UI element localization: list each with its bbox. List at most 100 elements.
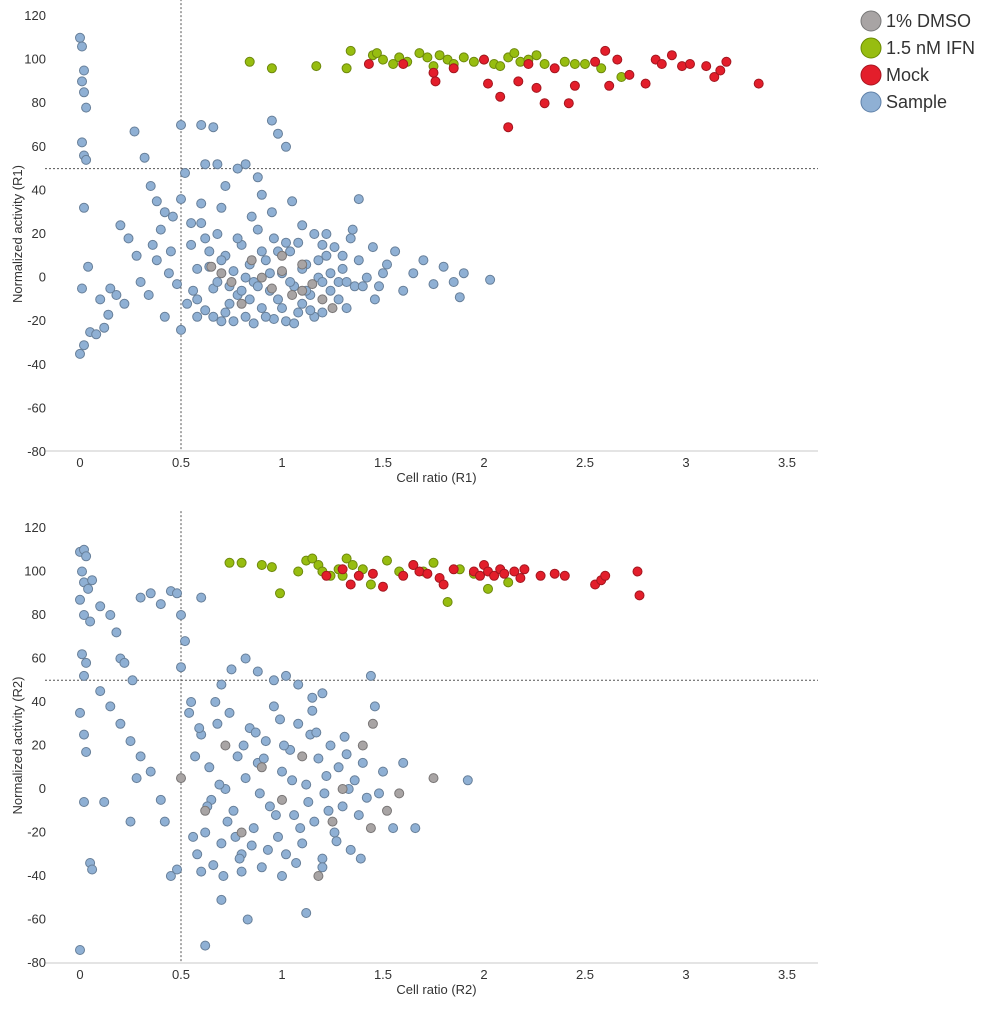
point-sample <box>357 281 368 292</box>
point-sample <box>87 575 98 586</box>
point-1-5-nm-ifn <box>434 50 445 61</box>
point-1-5-nm-ifn <box>503 577 514 588</box>
point-sample <box>192 311 203 322</box>
x-tick-label: 0 <box>76 967 83 982</box>
point-1-5-nm-ifn <box>236 557 247 568</box>
point-sample <box>258 753 269 764</box>
point-sample <box>172 588 182 599</box>
point-sample <box>317 239 328 250</box>
point-mock <box>600 570 611 581</box>
y-tick-label: 20 <box>32 738 46 753</box>
point-sample <box>289 810 300 821</box>
point-sample <box>180 168 190 178</box>
point-sample <box>297 220 308 231</box>
y-tick-label: 100 <box>24 52 46 67</box>
point-sample <box>172 279 182 290</box>
point-sample <box>305 305 316 316</box>
point-1-5-nm-ifn <box>347 560 358 570</box>
point-sample <box>361 272 372 283</box>
point-1-5-nm-ifn <box>422 52 433 63</box>
point-sample <box>194 723 205 734</box>
point-sample <box>238 740 249 751</box>
series-1-5-nm-ifn <box>224 553 514 607</box>
point-sample <box>79 797 89 807</box>
point-sample <box>85 616 96 627</box>
point-mock <box>515 573 526 583</box>
x-tick-label: 2.5 <box>576 455 594 470</box>
point-sample <box>145 588 156 599</box>
point-sample <box>182 298 193 309</box>
point-sample <box>266 115 277 126</box>
point-sample <box>188 285 199 296</box>
point-1-dmso <box>307 279 318 290</box>
point-1-5-nm-ifn <box>345 45 356 56</box>
point-sample <box>458 268 469 279</box>
point-sample <box>79 610 89 620</box>
point-mock <box>549 63 560 74</box>
point-sample <box>79 670 89 681</box>
point-sample <box>127 675 138 686</box>
point-mock <box>378 581 388 592</box>
point-mock <box>612 54 623 65</box>
y-tick-label: -20 <box>27 313 46 328</box>
point-mock <box>398 59 409 69</box>
point-sample <box>301 779 312 790</box>
point-sample <box>155 599 166 610</box>
point-sample <box>95 294 106 305</box>
point-sample <box>165 246 176 257</box>
point-sample <box>264 268 275 279</box>
point-sample <box>337 263 348 274</box>
point-1-dmso <box>277 794 287 805</box>
x-tick-label: 3 <box>682 455 689 470</box>
point-sample <box>75 945 85 955</box>
point-sample <box>454 292 465 303</box>
point-1-5-nm-ifn <box>531 50 542 61</box>
y-tick-label: -40 <box>27 868 46 883</box>
point-sample <box>281 670 291 681</box>
point-sample <box>196 198 207 209</box>
legend-item-sample: Sample <box>860 91 947 113</box>
point-sample <box>240 159 251 170</box>
point-sample <box>260 736 271 747</box>
point-sample <box>240 311 251 322</box>
x-tick-label: 3 <box>682 967 689 982</box>
point-sample <box>321 771 332 781</box>
point-sample <box>105 610 116 620</box>
point-mock <box>590 56 601 67</box>
point-1-dmso <box>394 788 405 799</box>
point-1-dmso <box>313 871 324 881</box>
point-1-5-nm-ifn <box>569 59 580 69</box>
point-1-5-nm-ifn <box>442 597 453 607</box>
point-sample <box>119 298 130 309</box>
point-sample <box>200 305 211 316</box>
point-sample <box>240 653 251 664</box>
point-sample <box>75 594 85 605</box>
point-1-dmso <box>287 290 298 300</box>
point-sample <box>353 194 364 205</box>
point-1-dmso <box>327 816 338 827</box>
point-sample <box>325 268 336 279</box>
point-mock <box>408 560 419 570</box>
point-sample <box>200 940 211 951</box>
point-1-5-nm-ifn <box>266 562 277 573</box>
x-tick-label: 2 <box>480 455 487 470</box>
x-tick-label: 0.5 <box>172 967 190 982</box>
point-sample <box>365 670 376 681</box>
point-sample <box>79 202 89 213</box>
point-sample <box>167 211 178 222</box>
point-sample <box>105 283 116 294</box>
series-1-dmso <box>176 718 439 881</box>
y-tick-label: 40 <box>32 694 46 709</box>
y-tick-label: -60 <box>27 912 46 927</box>
point-sample <box>79 729 89 740</box>
point-sample <box>428 279 439 290</box>
point-1-dmso <box>357 740 368 751</box>
point-mock <box>398 570 409 581</box>
point-sample <box>262 844 273 855</box>
point-sample <box>172 864 182 875</box>
point-sample <box>268 233 279 244</box>
point-sample <box>297 298 308 309</box>
point-sample <box>277 766 287 777</box>
point-sample <box>77 76 87 87</box>
